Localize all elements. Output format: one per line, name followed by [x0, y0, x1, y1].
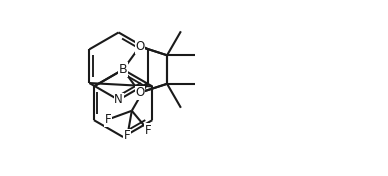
Text: F: F: [105, 113, 111, 126]
Text: F: F: [124, 129, 131, 142]
Text: O: O: [135, 40, 144, 53]
Text: F: F: [145, 124, 151, 137]
Text: O: O: [135, 86, 144, 99]
Text: B: B: [119, 63, 127, 76]
Text: N: N: [114, 93, 123, 106]
